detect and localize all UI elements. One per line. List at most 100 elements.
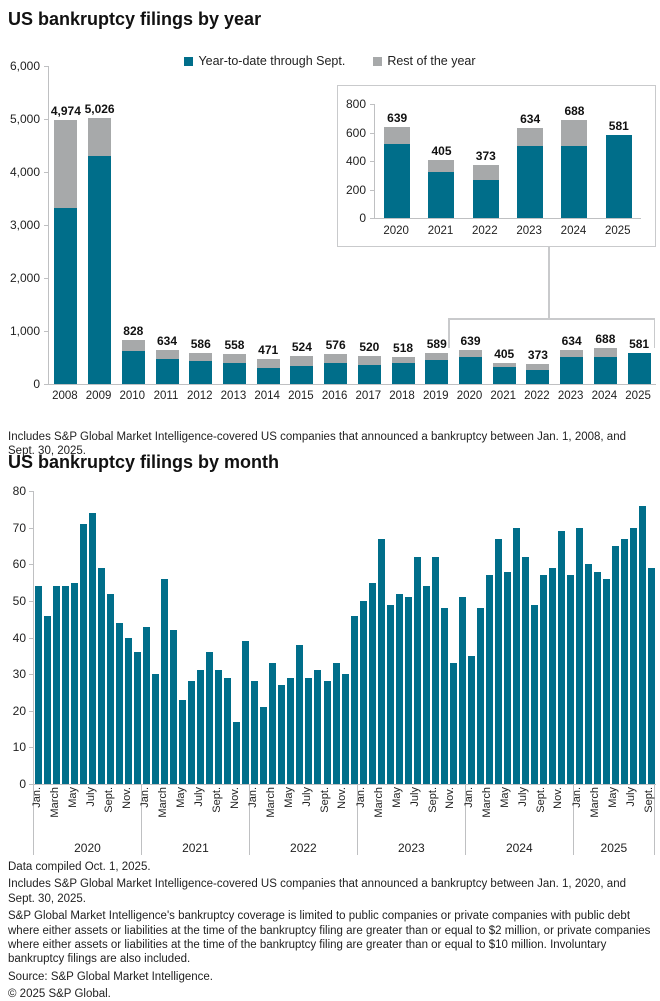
month-bar: [512, 527, 520, 784]
bar-total-label: 688: [564, 103, 585, 118]
month-bar-slot-2023-m12: [458, 597, 467, 784]
callout-bracket-left-tick: [448, 318, 450, 348]
month-bar-slot-2022-m8: [313, 670, 322, 784]
rest-segment: [357, 356, 381, 365]
rest-segment: [189, 352, 213, 362]
year-label-2015: 2015: [288, 390, 314, 402]
month-tick-label: Nov.: [336, 787, 349, 809]
rest-segment: [155, 350, 179, 360]
year-label-2024: 2024: [591, 390, 618, 402]
year-label-2009: 2009: [85, 390, 112, 402]
yearly-bar-slot-2018: 518: [386, 341, 420, 384]
month-bar: [44, 615, 52, 784]
month-bar: [170, 630, 178, 784]
legend-item-ytd: Year-to-date through Sept.: [184, 54, 345, 68]
month-bar-slot-2021-m11: [232, 721, 241, 784]
month-tick-label: Sept.: [102, 787, 115, 813]
month-bar-slot-2021-m6: [187, 681, 196, 784]
bar-total-label: 634: [520, 111, 541, 126]
month-bar-slot-2021-m1: [142, 626, 151, 784]
year-group-label-2021: 2021: [182, 841, 209, 855]
yearly-chart-footnote: Includes S&P Global Market Intelligence-…: [8, 430, 626, 458]
month-bar-slot-2024-m9: [539, 575, 548, 784]
month-tick-label: March: [157, 787, 170, 818]
month-bar-slot-2023-m1: [359, 600, 368, 784]
month-bar: [89, 512, 97, 784]
rest-segment: [428, 160, 455, 173]
bar-total-label: 586: [190, 336, 211, 351]
month-bar-slot-2022-m5: [286, 677, 295, 784]
inset-bar-slot-2022: 373: [464, 149, 508, 218]
yearly-bar-slot-2019: 589: [420, 337, 454, 384]
yearly-bar-slot-2021: 405: [487, 347, 521, 384]
y-tick-mark: [44, 66, 48, 67]
ytd-legend-label: Year-to-date through Sept.: [198, 54, 346, 68]
bar-total-label: 581: [629, 337, 650, 352]
y-tick-label: 70: [12, 520, 26, 535]
year-group-2022: Jan. March May July Sept. Nov. 2022: [247, 785, 357, 855]
month-bar: [188, 681, 196, 784]
month-bar-slot-2021-m3: [160, 578, 169, 784]
month-bar: [503, 571, 511, 784]
year-group-label-2020: 2020: [74, 841, 101, 855]
month-bar-slot-2023-m11: [449, 663, 458, 784]
y-tick-label: 10: [12, 740, 26, 755]
inset-year-label-2020: 2020: [383, 225, 409, 237]
ytd-segment: [425, 360, 449, 384]
month-bar: [584, 564, 592, 784]
monthly-chart-title: US bankruptcy filings by month: [8, 452, 280, 472]
year-group-label-2023: 2023: [397, 841, 425, 855]
bar-total-label: 5,026: [84, 101, 115, 116]
inset-bar-slot-2024: 688: [552, 104, 596, 218]
y-tick-mark: [44, 331, 48, 332]
month-bar: [431, 556, 439, 784]
month-bar: [485, 575, 493, 784]
month-tick-label: Sept.: [210, 787, 223, 813]
year-label-2021: 2021: [490, 390, 516, 402]
footer-line: S&P Global Market Intelligence's bankrup…: [8, 910, 651, 966]
bar-total-label: 405: [431, 144, 452, 159]
month-bar: [224, 677, 232, 784]
year-label-2014: 2014: [254, 390, 280, 402]
month-bar-slot-2022-m7: [304, 677, 313, 784]
month-bar: [197, 670, 205, 784]
month-bar: [350, 615, 358, 784]
y-tick-label: 2,000: [9, 271, 40, 285]
month-bar: [179, 699, 187, 784]
month-bar-slot-2024-m7: [521, 556, 530, 784]
rest-segment: [88, 117, 112, 156]
month-bar-slot-2023-m2: [368, 582, 377, 784]
footer-line: © 2025 S&P Global.: [8, 988, 111, 1000]
month-bar: [143, 626, 151, 784]
year-label-2020: 2020: [456, 390, 483, 402]
y-tick-mark: [29, 710, 33, 712]
month-bar-slot-2024-m4: [494, 538, 503, 784]
yearly-bar-slot-2024: 688: [589, 332, 623, 384]
month-bar-slot-2022-m4: [277, 685, 286, 784]
rest-legend-label: Rest of the year: [387, 54, 476, 68]
month-bar: [134, 652, 142, 784]
chart-legend: Year-to-date through Sept. Rest of the y…: [0, 54, 660, 68]
month-bar-slot-2020-m10: [115, 622, 124, 784]
year-label-2023: 2023: [557, 390, 584, 402]
month-bar: [494, 538, 502, 784]
rest-segment: [458, 350, 482, 357]
month-bar-slot-2021-m4: [169, 630, 178, 784]
month-bar: [233, 721, 241, 784]
month-bar-slot-2020-m2: [43, 615, 52, 784]
month-tick-label: Jan.: [247, 787, 260, 808]
ytd-segment: [605, 135, 632, 218]
yearly-bar-slot-2022: 373: [521, 348, 555, 384]
month-tick-label: March: [589, 787, 602, 818]
month-bar: [557, 531, 565, 784]
y-tick-label: 0: [359, 211, 366, 225]
month-bar-slot-2021-m10: [223, 677, 232, 784]
year-group-2021: Jan. March May July Sept. Nov. 2021: [139, 785, 249, 855]
month-bar-slot-2022-m1: [250, 681, 259, 784]
yearly-bar-slot-2009: 5,026: [83, 102, 117, 384]
yearly-chart-x-axis: 2008 2009 2010 2011 2012 2013 2014 2015 2016 2017…: [48, 390, 655, 402]
year-label-2010: 2010: [119, 390, 146, 402]
inset-bar-slot-2021: 405: [419, 144, 463, 218]
month-bar-slot-2020-m8: [97, 567, 106, 784]
y-tick-mark: [44, 119, 48, 120]
